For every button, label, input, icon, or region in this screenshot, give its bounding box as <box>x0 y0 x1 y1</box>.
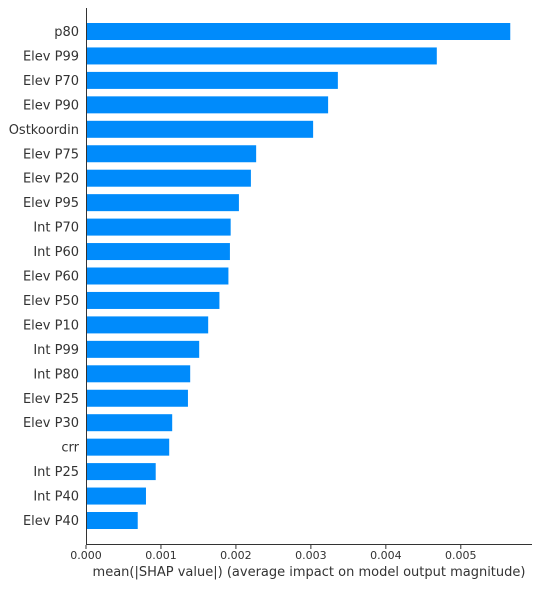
bar <box>86 438 170 456</box>
bars-group <box>86 23 511 529</box>
category-label: Elev P40 <box>23 514 79 529</box>
category-label: Int P25 <box>33 465 79 480</box>
category-label: Int P99 <box>33 343 79 358</box>
bar <box>86 218 231 236</box>
category-label: Elev P10 <box>23 318 79 333</box>
x-ticks-group: 0.000 0.001 0.002 0.003 0.004 0.005 <box>70 545 477 562</box>
x-tick-label: 0.003 <box>295 549 327 562</box>
x-tick-label: 0.002 <box>220 549 252 562</box>
category-label: Elev P50 <box>23 294 79 309</box>
bar <box>86 23 511 40</box>
category-label: Elev P75 <box>23 147 79 162</box>
category-label: Elev P90 <box>23 98 79 113</box>
bar <box>86 47 437 65</box>
bar <box>86 96 329 114</box>
bar <box>86 512 138 529</box>
x-tick-label: 0.001 <box>145 549 177 562</box>
category-label: Int P60 <box>33 245 79 260</box>
bar <box>86 267 229 285</box>
category-labels-group: p80 Elev P99 Elev P70 Elev P90 Ostkoordin Ele… <box>9 25 80 529</box>
bar <box>86 414 173 432</box>
x-tick-label: 0.000 <box>70 549 102 562</box>
category-label: Elev P20 <box>23 172 79 187</box>
category-label: Elev P30 <box>23 416 79 431</box>
bar <box>86 487 146 505</box>
category-label: Int P40 <box>33 490 79 505</box>
bar <box>86 169 251 187</box>
category-label: Int P70 <box>33 221 79 236</box>
bar <box>86 194 239 212</box>
x-tick-label: 0.005 <box>445 549 477 562</box>
category-label: crr <box>61 441 79 456</box>
category-label: p80 <box>54 25 79 40</box>
x-axis-title: mean(|SHAP value|) (average impact on mo… <box>93 565 526 580</box>
bar <box>86 71 338 89</box>
bar <box>86 340 200 358</box>
bar <box>86 120 314 138</box>
bar <box>86 145 257 163</box>
category-label: Int P80 <box>33 367 79 382</box>
bar <box>86 243 230 261</box>
bar <box>86 291 220 309</box>
bar <box>86 389 188 407</box>
bar <box>86 365 191 383</box>
category-label: Elev P95 <box>23 196 79 211</box>
category-label: Elev P70 <box>23 74 79 89</box>
category-label: Elev P60 <box>23 270 79 285</box>
bar <box>86 463 156 481</box>
bar <box>86 316 209 334</box>
category-label: Elev P99 <box>23 49 79 64</box>
x-tick-label: 0.004 <box>370 549 402 562</box>
category-label: Ostkoordin <box>9 123 79 138</box>
category-label: Elev P25 <box>23 392 79 407</box>
